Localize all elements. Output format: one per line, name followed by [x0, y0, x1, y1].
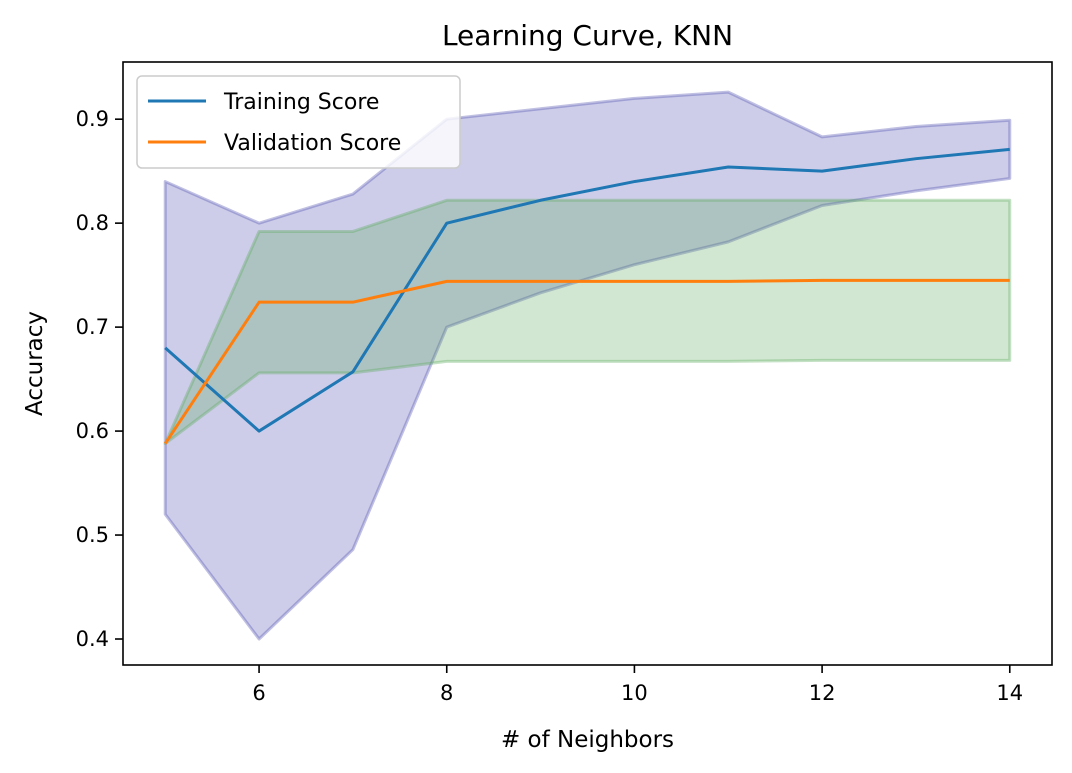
y-tick-label: 0.9: [76, 107, 109, 131]
legend: Training Score Validation Score: [136, 75, 461, 169]
y-axis-label: Accuracy: [22, 311, 48, 416]
series-line-0: [164, 147, 1010, 433]
y-tick-label: 0.8: [76, 211, 109, 235]
confidence-bands: [163, 90, 1012, 641]
plot-frame: [122, 61, 1053, 666]
y-axis: 0.4 0.5 0.6 0.7 0.8 0.9: [76, 107, 123, 651]
chart-title: Learning Curve, KNN: [442, 19, 733, 52]
x-tick-label: 6: [252, 681, 265, 705]
y-tick-label: 0.7: [76, 315, 109, 339]
legend-label: Training Score: [223, 90, 379, 115]
x-tick-label: 8: [440, 681, 453, 705]
y-tick-label: 0.6: [76, 419, 109, 443]
legend-box: [136, 75, 461, 169]
series-lines: [163, 147, 1010, 445]
x-axis-label: # of Neighbors: [501, 727, 674, 753]
x-axis: 6 8 10 12 14: [252, 665, 1023, 705]
y-tick-label: 0.4: [76, 627, 109, 651]
legend-label: Validation Score: [224, 131, 401, 156]
x-tick-label: 14: [996, 681, 1023, 705]
confidence-band-0: [163, 90, 1012, 641]
series-line-1: [163, 278, 1010, 445]
y-tick-label: 0.5: [76, 523, 109, 547]
x-tick-label: 10: [621, 681, 648, 705]
x-tick-label: 12: [809, 681, 836, 705]
